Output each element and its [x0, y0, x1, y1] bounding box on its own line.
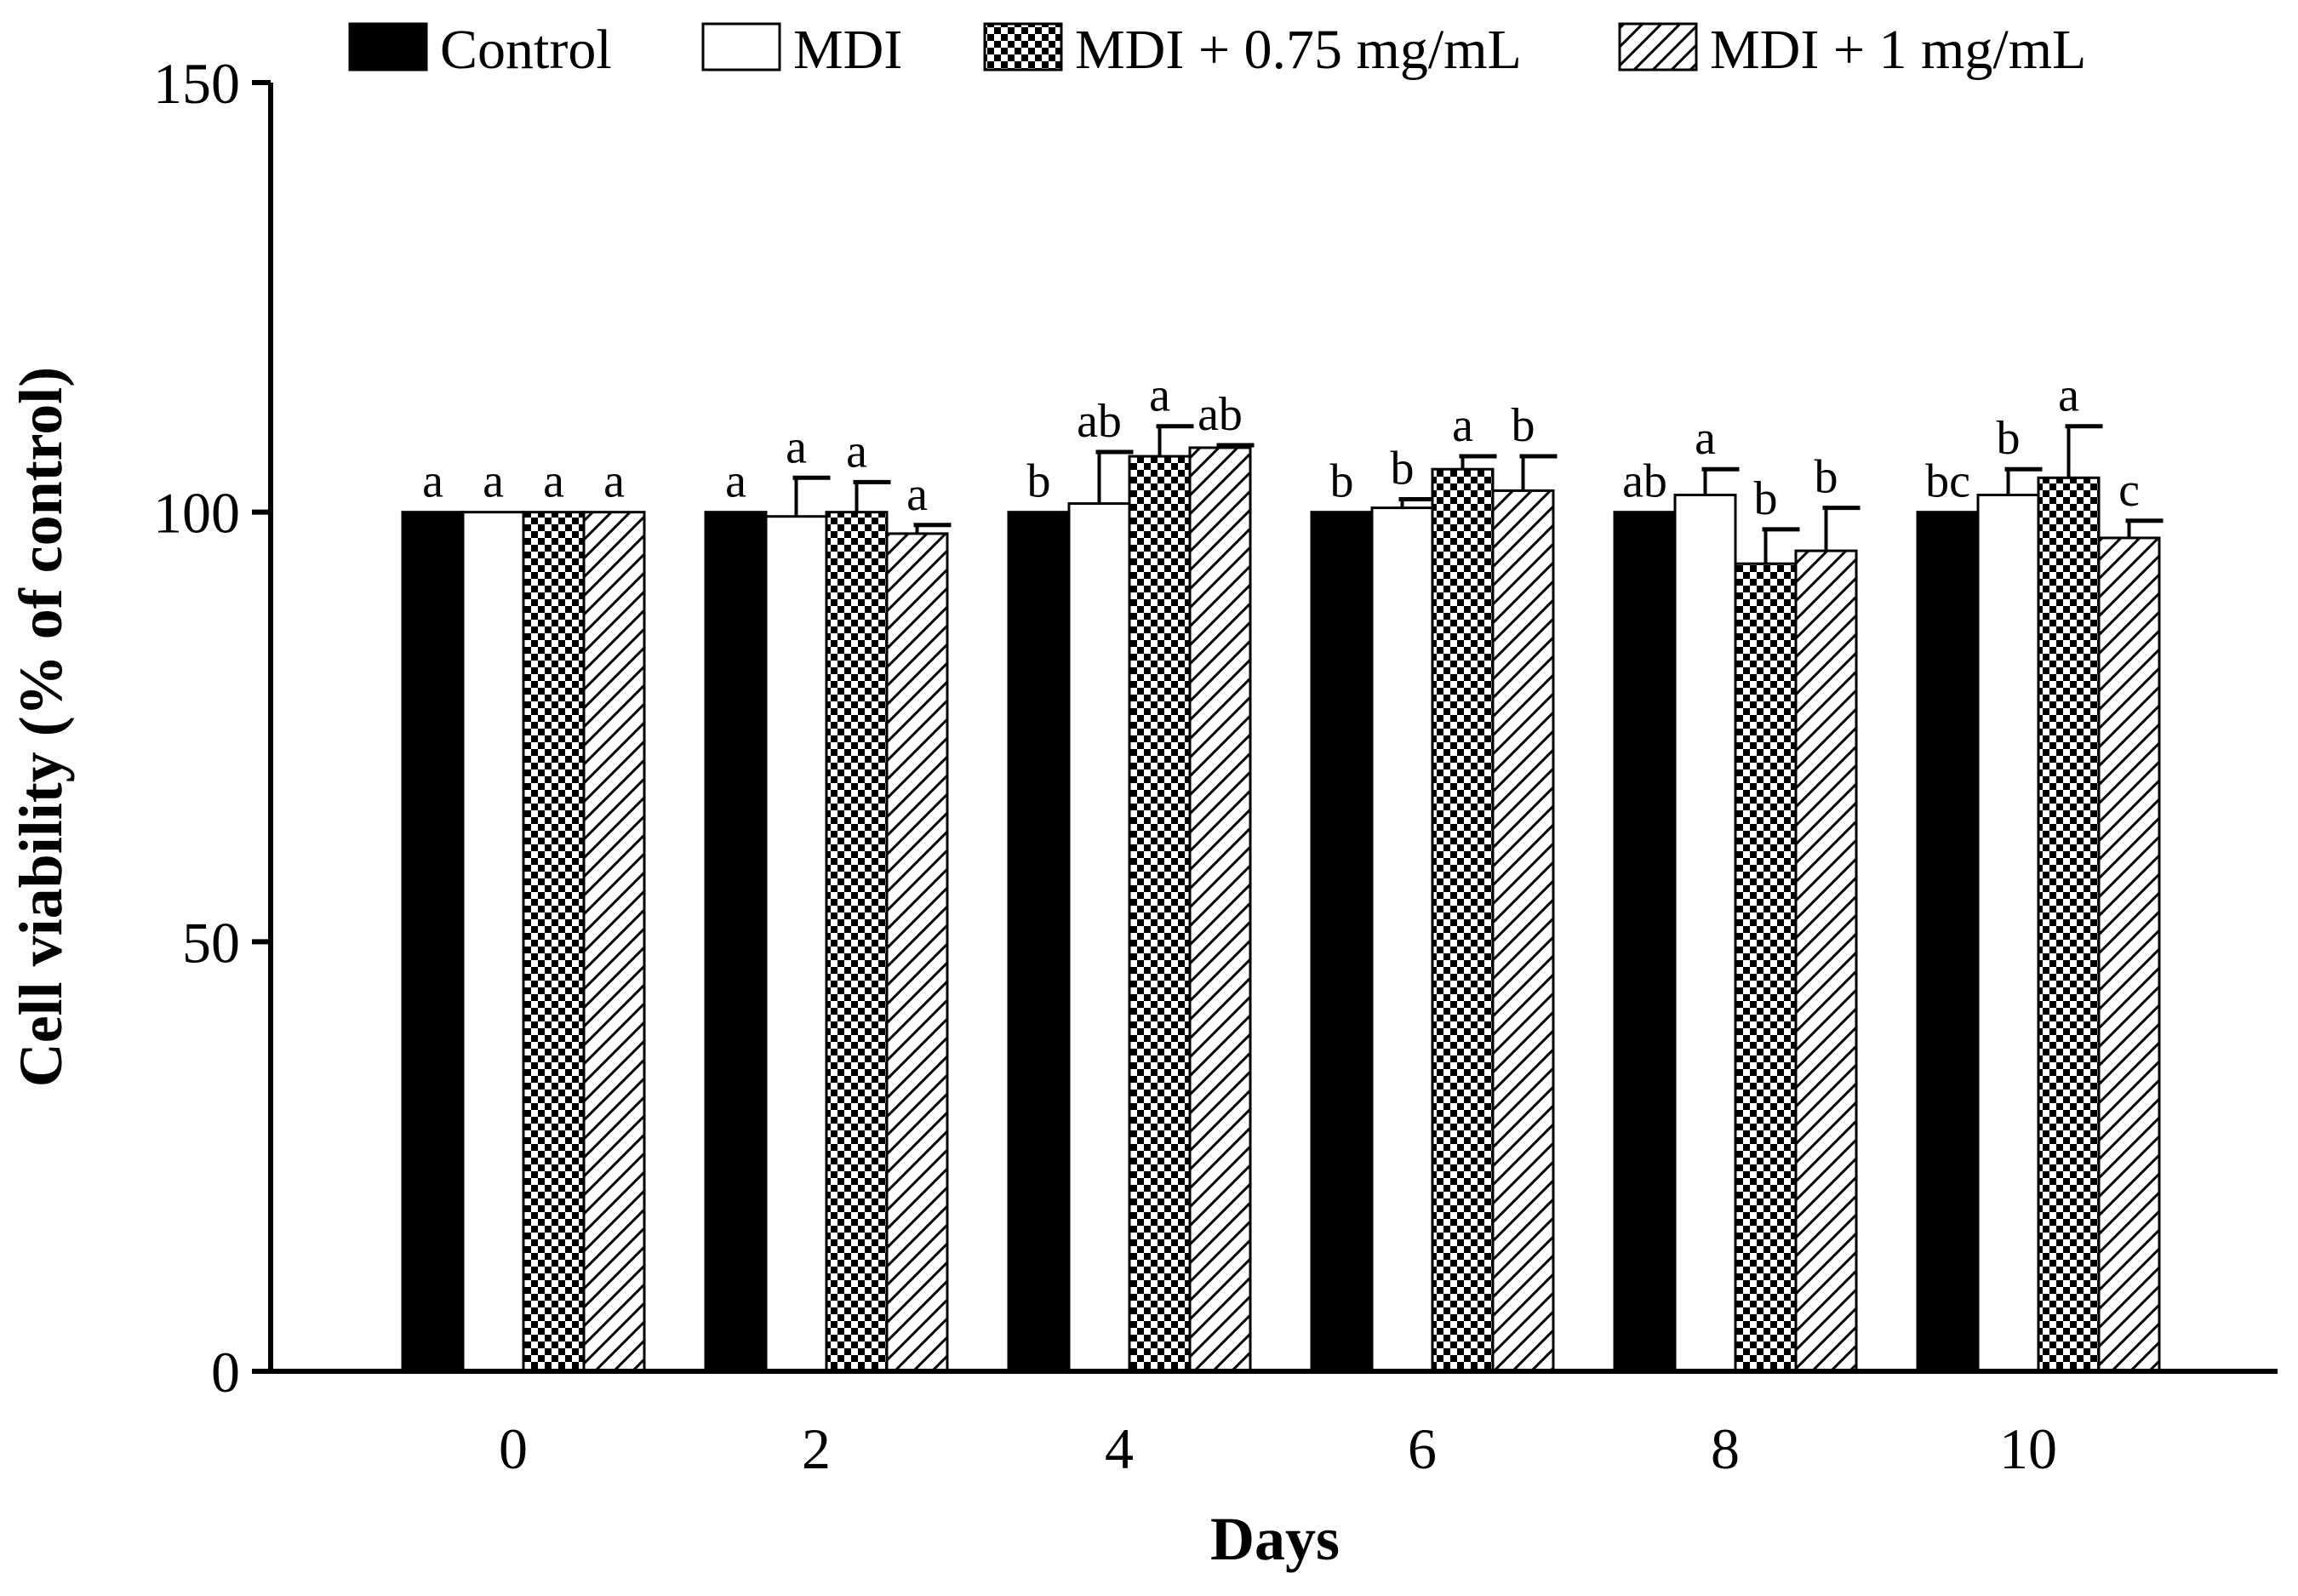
bar: [461, 511, 525, 1373]
significance-label: b: [1330, 455, 1354, 508]
y-tick-label: 0: [211, 1340, 240, 1404]
significance-label: a: [483, 455, 504, 508]
bar: [1794, 549, 1858, 1373]
y-tick-label: 100: [153, 481, 240, 546]
significance-label: a: [786, 420, 807, 473]
y-tick-label: 150: [153, 51, 240, 116]
x-tick-label: 6: [1408, 1416, 1437, 1481]
bar: [1007, 511, 1071, 1373]
legend-label: MDI + 1 mg/mL: [1710, 19, 2086, 81]
y-tick-label: 50: [182, 910, 240, 975]
bar: [1188, 446, 1252, 1373]
significance-label: ab: [1077, 395, 1122, 448]
legend-swatch: [983, 22, 1063, 72]
bar: [1613, 511, 1677, 1373]
significance-label: ab: [1622, 455, 1667, 508]
axes: [260, 83, 2278, 1374]
significance-label: a: [2058, 369, 2079, 422]
bar: [582, 511, 646, 1373]
bar: [2037, 476, 2101, 1373]
ticks: 0 50 100 150 0 2 4 6 8 10: [153, 51, 2057, 1481]
legend-label: Control: [440, 19, 612, 81]
x-tick-label: 4: [1105, 1416, 1134, 1481]
bar: [1431, 467, 1495, 1373]
bar: [401, 511, 465, 1373]
significance-label: b: [1815, 451, 1838, 504]
bar: [522, 511, 586, 1373]
significance-label: ab: [1198, 388, 1243, 441]
significance-label: a: [1695, 412, 1716, 465]
significance-label: b: [1997, 412, 2021, 465]
bar: [1916, 511, 1980, 1373]
significance-label: a: [906, 468, 928, 521]
y-axis-title: Cell viability (% of control): [7, 367, 75, 1088]
x-axis-title: Days: [1210, 1505, 1340, 1573]
legend-swatch: [1618, 22, 1698, 72]
bar: [1673, 493, 1737, 1373]
legend-label: MDI: [793, 19, 902, 81]
legend: Control MDI MDI + 0.75 mg/mL MDI + 1 mg/mL: [348, 19, 2086, 81]
x-tick-label: 10: [1999, 1416, 2057, 1481]
bar: [1491, 489, 1555, 1373]
bar: [2097, 536, 2161, 1373]
significance-label: b: [1027, 455, 1051, 508]
x-tick-label: 2: [802, 1416, 831, 1481]
significance-label: a: [543, 455, 564, 508]
legend-label: MDI + 0.75 mg/mL: [1075, 19, 1522, 81]
bar: [1067, 502, 1131, 1373]
significance-label: b: [1391, 443, 1415, 495]
significance-label: a: [846, 425, 867, 478]
significance-label: c: [2118, 464, 2140, 517]
significance-label: bc: [1925, 455, 1970, 508]
bar: [885, 532, 949, 1373]
significance-label: b: [1754, 472, 1778, 525]
bar: [1976, 493, 2040, 1373]
significance-label: a: [725, 455, 746, 508]
significance-label: a: [603, 455, 625, 508]
x-tick-label: 8: [1711, 1416, 1740, 1481]
significance-label: a: [1452, 399, 1473, 452]
bar: [825, 511, 889, 1373]
bar: [704, 511, 768, 1373]
x-tick-label: 0: [499, 1416, 528, 1481]
significance-label: a: [422, 455, 443, 508]
legend-swatch: [701, 22, 781, 72]
bar: [1128, 455, 1192, 1373]
significance-label: a: [1149, 369, 1170, 422]
legend-swatch: [348, 22, 428, 72]
significance-label: b: [1512, 399, 1535, 452]
bar: [764, 515, 828, 1373]
bar: [1370, 506, 1434, 1373]
bar: [1310, 511, 1374, 1373]
bar: [1734, 562, 1798, 1373]
